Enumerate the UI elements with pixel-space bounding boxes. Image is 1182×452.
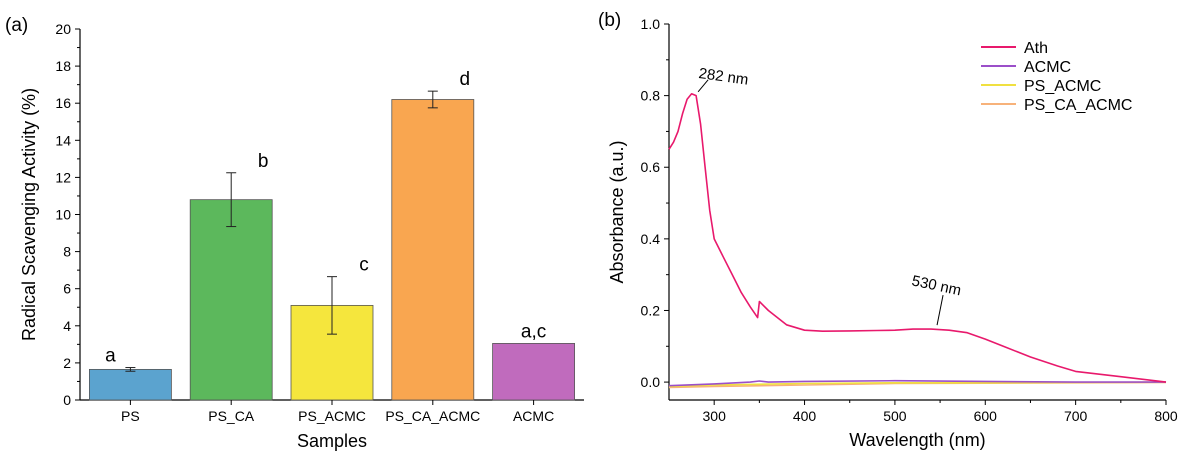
annotation-leader-530: [936, 294, 944, 326]
bar-group: c PS_ACMC: [290, 255, 374, 424]
significance-letter: c: [359, 255, 369, 276]
x-tick-label: PS_CA: [208, 408, 255, 424]
panel-label-b: (b): [598, 10, 621, 31]
bar: [189, 199, 273, 401]
y-tick-label: 1.0: [641, 16, 661, 32]
y-tick-label: 20: [55, 21, 71, 37]
bar-group: b PS_CA: [189, 151, 273, 424]
annotation-530nm: 530 nm: [910, 272, 962, 299]
bar-group: a,c ACMC: [492, 321, 576, 424]
y-tick-label: 0: [63, 392, 71, 408]
x-axis-title: Samples: [297, 431, 367, 451]
x-tick-label: 500: [883, 408, 907, 424]
bar-chart-a: (a) 0 2 4 6 8 10 12 14 16 18 20 a PS b PS_CA c PS_ACMC d PS…: [5, 15, 584, 451]
bar: [492, 343, 576, 401]
legend-label: PS_ACMC: [1024, 78, 1101, 95]
significance-letter: b: [258, 151, 269, 172]
y-tick-label: 0.2: [641, 302, 661, 318]
significance-letter: d: [460, 69, 471, 90]
y-tick-label: 4: [63, 318, 71, 334]
legend-label: Ath: [1024, 40, 1048, 57]
x-tick-label: 600: [974, 408, 998, 424]
significance-letter: a: [105, 346, 116, 367]
x-tick-label: PS: [121, 408, 140, 424]
y-tick-label: 0.4: [641, 231, 661, 247]
bar: [89, 368, 172, 401]
y-axis-title: Radical Scavenging Activity (%): [19, 88, 39, 341]
x-tick-label: 300: [703, 408, 727, 424]
legend-label: ACMC: [1024, 59, 1071, 76]
y-tick-label: 14: [55, 132, 71, 148]
y-tick-label: 6: [63, 281, 71, 297]
x-tick-label: 700: [1064, 408, 1088, 424]
bar: [391, 99, 475, 401]
significance-letter: a,c: [521, 321, 546, 342]
x-tick-label: 800: [1154, 408, 1178, 424]
annotation-282nm: 282 nm: [698, 65, 750, 89]
x-tick-label: ACMC: [513, 408, 554, 424]
bar-group: a PS: [89, 346, 172, 424]
x-tick-label: PS_CA_ACMC: [385, 408, 480, 424]
x-axis-title: Wavelength (nm): [849, 430, 985, 450]
y-tick-label: 16: [55, 95, 71, 111]
y-tick-label: 0.0: [641, 374, 661, 390]
x-tick-label: PS_ACMC: [298, 408, 366, 424]
legend: Ath ACMC PS_ACMC PS_CA_ACMC: [981, 40, 1132, 114]
line-chart-b: (b) 0.0 0.2 0.4 0.6 0.8 1.0 300 400 500 600 700 800 2…: [598, 10, 1178, 450]
annotation-leader-282: [697, 79, 709, 93]
y-tick-label: 12: [55, 169, 71, 185]
panel-label-a: (a): [5, 15, 28, 36]
y-tick-label: 18: [55, 58, 71, 74]
y-tick-label: 8: [63, 244, 71, 260]
legend-label: PS_CA_ACMC: [1024, 97, 1132, 114]
y-tick-label: 10: [55, 207, 71, 223]
y-tick-label: 0.8: [641, 88, 661, 104]
series-line-ath: [668, 93, 1167, 383]
x-tick-label: 400: [793, 408, 817, 424]
y-axis-title: Absorbance (a.u.): [607, 140, 627, 283]
series-line-acmc: [668, 379, 1166, 387]
bar-group: d PS_CA_ACMC: [385, 69, 480, 424]
y-tick-label: 2: [63, 355, 71, 371]
y-tick-label: 0.6: [641, 159, 661, 175]
